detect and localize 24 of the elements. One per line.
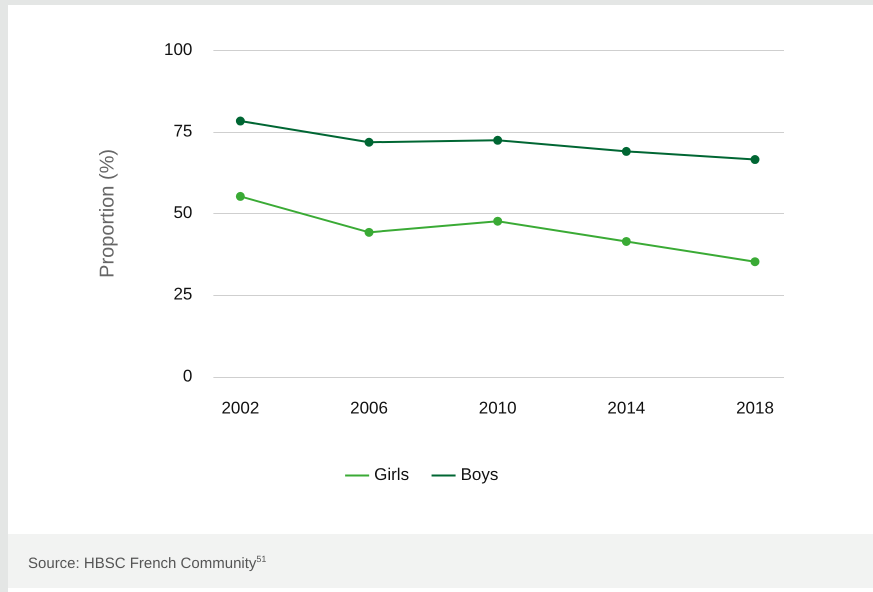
y-axis-title: Proportion (%): [96, 148, 119, 278]
point: [364, 228, 374, 237]
y-tick-label: 50: [173, 203, 192, 222]
y-tick-label: 25: [173, 284, 192, 304]
point: [493, 216, 502, 226]
point: [622, 146, 631, 156]
point: [236, 192, 245, 201]
y-tick-label: 100: [164, 40, 192, 59]
point: [493, 136, 502, 145]
x-tick-label: 2006: [350, 398, 388, 418]
x-tick-label: 2014: [607, 398, 646, 418]
point: [622, 236, 631, 246]
point: [236, 116, 245, 126]
y-tick-label: 0: [182, 366, 192, 386]
x-tick-label: 2018: [736, 398, 774, 418]
point: [364, 138, 374, 147]
x-tick-label: 2010: [478, 398, 517, 418]
legend-label: Boys: [460, 465, 498, 484]
point: [750, 155, 760, 164]
source-note: Source: HBSC French Community$^{51}$: [28, 554, 268, 572]
legend-label: Girls: [374, 465, 410, 484]
y-tick-label: 75: [173, 121, 192, 140]
x-tick-label: 2002: [221, 398, 260, 418]
point: [750, 257, 760, 266]
